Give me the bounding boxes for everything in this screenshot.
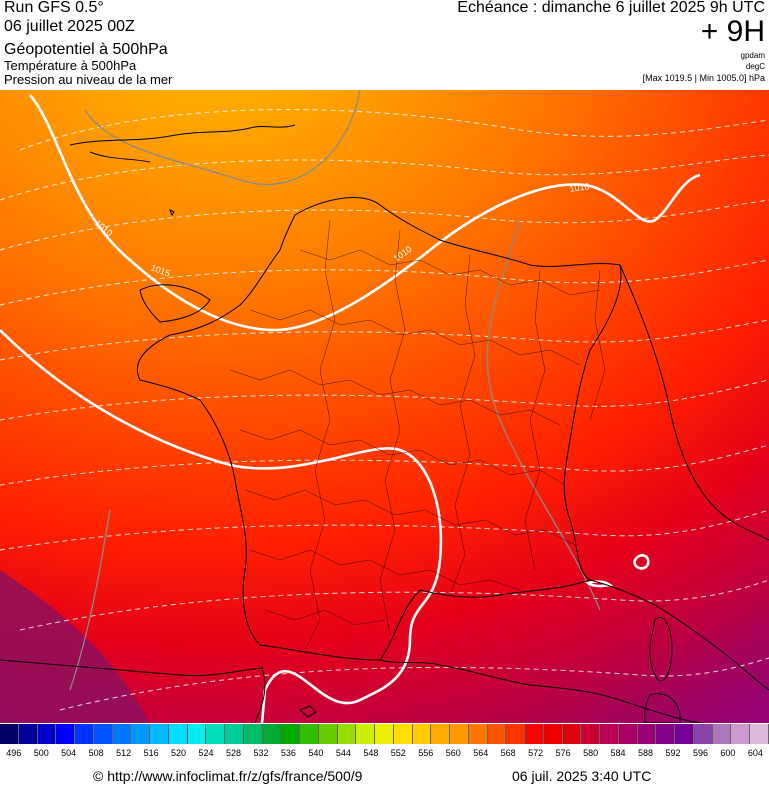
- color-scale-swatch: [0, 724, 19, 744]
- color-scale-swatch: [225, 724, 244, 744]
- unit-temperature: degC: [745, 62, 765, 71]
- color-scale-label: 540: [308, 748, 324, 758]
- color-scale-label: 544: [335, 748, 351, 758]
- color-scale-label: 552: [390, 748, 406, 758]
- color-scale-label: 508: [88, 748, 104, 758]
- color-scale-label: 548: [363, 748, 379, 758]
- color-scale-swatch: [337, 724, 357, 744]
- color-scale-label: 592: [665, 748, 681, 758]
- color-scale-label: 516: [143, 748, 159, 758]
- color-scale-label: 528: [225, 748, 241, 758]
- unit-geopotential: gpdam: [740, 51, 765, 60]
- color-scale-swatch: [581, 724, 600, 744]
- color-scale-label: 580: [583, 748, 599, 758]
- color-scale-swatch: [300, 724, 319, 744]
- color-scale-swatch: [393, 724, 413, 744]
- color-scale-swatch: [131, 724, 150, 744]
- corsica: [649, 617, 673, 682]
- forecast-label: Echéance : dimanche 6 juillet 2025 9h UT…: [457, 0, 765, 16]
- color-scale-swatch: [600, 724, 619, 744]
- color-scale-swatch: [543, 724, 563, 744]
- color-scale-swatch: [262, 724, 282, 744]
- color-scale-label: 564: [473, 748, 489, 758]
- color-scale-swatch: [37, 724, 57, 744]
- color-scale-swatch: [318, 724, 338, 744]
- color-scale-swatch: [618, 724, 638, 744]
- color-scale-label: 588: [638, 748, 654, 758]
- weather-map: 1010 1010 1010 1015: [0, 90, 769, 723]
- layer-temperature: Température à 500hPa: [4, 58, 137, 73]
- color-scale-swatch: [731, 724, 750, 744]
- color-scale-swatch: [168, 724, 188, 744]
- color-scale-swatch: [675, 724, 694, 744]
- color-scale-swatch: [450, 724, 469, 744]
- color-scale-label: 520: [171, 748, 187, 758]
- color-scale-swatch: [525, 724, 544, 744]
- lead-time: + 9H: [700, 15, 765, 48]
- color-scale-swatch: [281, 724, 300, 744]
- department-borders: [229, 219, 606, 651]
- color-scale-label: 504: [61, 748, 77, 758]
- run-title: Run GFS 0.5°: [4, 0, 104, 16]
- color-scale-label: 572: [528, 748, 544, 758]
- color-scale-swatch: [356, 724, 375, 744]
- south-west-purple-band: [0, 570, 150, 723]
- pressure-minmax: [Max 1019.5 | Min 1005.0] hPa: [642, 73, 765, 83]
- color-scale-swatch: [375, 724, 394, 744]
- color-scale-label: 600: [720, 748, 736, 758]
- south-east-purple-band: [520, 570, 769, 723]
- color-scale-swatch: [56, 724, 75, 744]
- color-scale-swatch: [562, 724, 582, 744]
- run-date: 06 juillet 2025 00Z: [4, 18, 135, 35]
- color-scale-label: 512: [116, 748, 132, 758]
- color-scale-swatch: [75, 724, 94, 744]
- color-scale-swatch: [750, 724, 769, 744]
- layer-pressure: Pression au niveau de la mer: [4, 72, 173, 87]
- color-scale-label: 576: [555, 748, 571, 758]
- color-scale-swatch: [712, 724, 732, 744]
- color-scale-swatch: [150, 724, 169, 744]
- color-scale-swatch: [656, 724, 675, 744]
- color-scale-swatch: [506, 724, 525, 744]
- color-scale-swatch: [487, 724, 507, 744]
- color-scale-labels: 496 500 504 508 512 516 520 524 528 532 536 540 544 5…: [0, 748, 769, 760]
- color-scale-label: 524: [198, 748, 214, 758]
- color-scale-swatch: [468, 724, 488, 744]
- color-scale-swatch: [18, 724, 38, 744]
- color-scale-bar: [0, 724, 769, 744]
- color-scale-label: 500: [33, 748, 49, 758]
- color-scale-label: 604: [747, 748, 763, 758]
- color-scale-swatch: [431, 724, 450, 744]
- color-scale-label: 532: [253, 748, 269, 758]
- isobar-label: 1010: [569, 181, 590, 194]
- temperature-field: [0, 90, 769, 723]
- isotherms: [0, 109, 769, 711]
- color-scale-label: 536: [280, 748, 296, 758]
- color-scale-swatch: [187, 724, 207, 744]
- coastlines: [0, 124, 769, 723]
- color-scale-swatch: [206, 724, 225, 744]
- color-scale-swatch: [112, 724, 132, 744]
- color-scale-swatch: [637, 724, 657, 744]
- color-scale-label: 556: [418, 748, 434, 758]
- color-scale-label: 584: [610, 748, 626, 758]
- footer-timestamp: 06 juil. 2025 3:40 UTC: [512, 768, 652, 784]
- color-scale-swatch: [243, 724, 263, 744]
- color-scale-swatch: [93, 724, 113, 744]
- color-scale-swatch: [693, 724, 713, 744]
- color-scale-label: 496: [6, 748, 22, 758]
- color-scale-label: 568: [500, 748, 516, 758]
- footer-url: © http://www.infoclimat.fr/z/gfs/france/…: [93, 768, 363, 784]
- color-scale-label: 596: [692, 748, 708, 758]
- layer-geopotential: Géopotentiel à 500hPa: [4, 41, 168, 58]
- color-scale-swatch: [412, 724, 432, 744]
- color-scale-label: 560: [445, 748, 461, 758]
- france-outline: [136, 197, 622, 661]
